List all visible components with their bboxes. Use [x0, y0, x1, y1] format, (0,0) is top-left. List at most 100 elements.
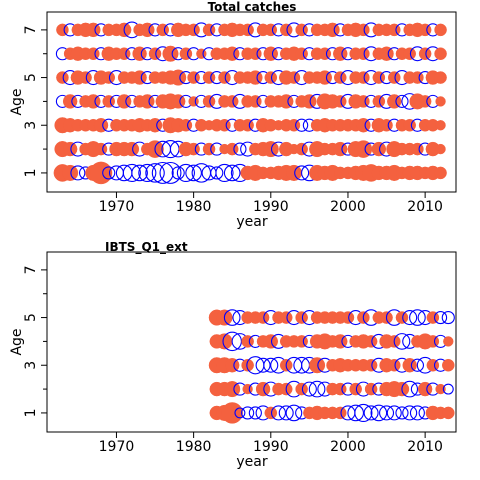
bubble-negative-2009-age3: [410, 358, 424, 372]
bubble-negative-2009-age1: [409, 405, 425, 421]
bubble-positive-2001-age2: [349, 382, 362, 396]
bubble-positive-2002-age6: [357, 47, 370, 60]
bubble-positive-2004-age2: [371, 141, 387, 157]
bubble-positive-1985-age1: [221, 402, 243, 424]
bubble-positive-2012-age1: [434, 166, 447, 180]
bubble-positive-1993-age1: [285, 164, 302, 181]
bubble-positive-1999-age4: [333, 95, 347, 108]
bubble-negative-1994-age3: [295, 118, 309, 132]
bubble-negative-1991-age1: [271, 405, 287, 421]
bubble-positive-2012-age2: [435, 383, 446, 395]
bubble-positive-1966-age5: [79, 71, 92, 84]
x-axis-label: year: [236, 454, 267, 470]
bubble-negative-1984-age1: [215, 163, 234, 182]
bubble-negative-1977-age1: [159, 161, 182, 184]
y-tick-label: 1: [23, 408, 39, 417]
bubble-positive-2006-age5: [387, 71, 401, 84]
bubble-positive-1994-age2: [295, 142, 308, 156]
x-tick-label: 1970: [99, 199, 135, 215]
bubble-negative-1983-age1: [210, 166, 224, 180]
bubble-negative-1980-age1: [185, 164, 202, 182]
bubble-negative-1965-age1: [70, 165, 86, 181]
bubble-positive-1994-age5: [295, 311, 308, 324]
bubble-negative-2005-age1: [379, 405, 395, 421]
bubble-positive-2012-age7: [434, 23, 447, 37]
bubble-negative-1990-age3: [263, 357, 279, 373]
bubble-positive-1990-age1: [264, 406, 278, 420]
bubble-negative-1995-age2: [301, 381, 317, 397]
x-axis-label: year: [236, 214, 267, 230]
x-tick-label: 1970: [99, 439, 135, 455]
bubble-negative-1986-age2: [233, 142, 247, 156]
bubble-positive-1963-age5: [56, 71, 69, 84]
bubble-positive-2003-age3: [364, 358, 378, 372]
bubble-negative-1973-age1: [131, 164, 148, 182]
y-tick-label: 1: [23, 168, 39, 177]
panel-title: IBTS_Q1_ext: [105, 240, 188, 255]
bubble-negative-2008-age1: [402, 405, 418, 421]
bubble-negative-2007-age4: [393, 333, 411, 350]
bubble-negative-1986-age1: [234, 407, 246, 419]
panel-ibts-q1-ext: IBTS_Q1_ext year Age 1970 1980 1990 2000 201…: [9, 240, 457, 470]
bubble-positive-1964-age2: [62, 141, 78, 157]
bubble-positive-1996-age3: [309, 357, 326, 374]
bubble-positive-1977-age6: [162, 45, 179, 62]
bubble-positive-1989-age2: [255, 381, 271, 397]
bubble-negative-1987-age1: [241, 406, 255, 420]
bubble-negative-2013-age5: [441, 310, 455, 325]
bubble-negative-1969-age1: [102, 166, 116, 180]
bubble-positive-1999-age1: [333, 406, 347, 420]
bubble-positive-1985-age4: [225, 95, 239, 108]
y-tick-label: 5: [23, 73, 39, 82]
bubble-positive-1994-age2: [295, 382, 308, 396]
bubble-positive-1980-age7: [187, 23, 200, 37]
bubble-positive-1990-age2: [262, 141, 279, 158]
bubble-positive-1972-age2: [124, 141, 140, 157]
bubble-negative-2008-age5: [402, 310, 418, 326]
bubble-negative-1985-age1: [223, 164, 241, 182]
y-axis-label: Age: [9, 328, 25, 355]
bubble-negative-1985-age5: [223, 309, 241, 326]
x-tick-label: 1980: [176, 439, 212, 455]
bubble-positive-1999-age5: [333, 71, 347, 84]
bubble-negative-2007-age4: [395, 94, 409, 108]
bubble-positive-2013-age1: [442, 406, 455, 420]
bubble-negative-1996-age2: [308, 380, 326, 398]
bubble-negative-1988-age1: [248, 406, 262, 420]
plot-frame: [46, 11, 457, 193]
x-tick-label: 1990: [253, 439, 289, 455]
bubble-negative-2007-age1: [395, 406, 409, 420]
bubble-positive-1968-age1: [89, 161, 113, 185]
x-tick-label: 1990: [253, 199, 289, 215]
bubble-positive-1990-age4: [263, 334, 278, 349]
bubble-negative-1994-age1: [294, 165, 310, 181]
bubble-negative-1975-age1: [145, 163, 165, 183]
x-tick-label: 2010: [407, 199, 443, 215]
bubble-positive-2012-age3: [435, 120, 446, 131]
bubble-positive-1992-age5: [279, 311, 293, 324]
y-tick-label: 7: [23, 265, 39, 274]
panel-total-catches: Total catches year Age 1970 1980 1990 2000 2…: [9, 0, 457, 230]
bubble-positive-1987-age3: [241, 358, 254, 372]
bubble-positive-2012-age2: [435, 143, 446, 155]
bubble-positive-1992-age7: [279, 23, 293, 37]
bubble-positive-1989-age5: [256, 311, 270, 324]
bubble-positive-2012-age5: [434, 71, 447, 84]
bubble-positive-1969-age5: [102, 71, 116, 84]
bubble-positive-2000-age5: [341, 311, 355, 324]
bubble-positive-2013-age4: [443, 336, 454, 347]
y-tick-label: 3: [23, 361, 39, 370]
panel-title: Total catches: [208, 0, 297, 14]
bubble-negative-2004-age1: [370, 404, 388, 422]
bubble-negative-1971-age1: [115, 164, 133, 182]
bubble-negative-2012-age5: [433, 310, 448, 325]
x-tick-label: 2000: [330, 199, 366, 215]
bubble-positive-2004-age4: [372, 95, 386, 108]
bubble-negative-2002-age1: [354, 403, 373, 422]
bubble-positive-1987-age7: [241, 23, 254, 37]
bubble-positive-1993-age5: [287, 71, 301, 84]
bubble-positive-2002-age5: [357, 71, 370, 84]
bubble-positive-2008-age6: [403, 47, 416, 60]
bubble-negative-2001-age1: [347, 404, 365, 422]
